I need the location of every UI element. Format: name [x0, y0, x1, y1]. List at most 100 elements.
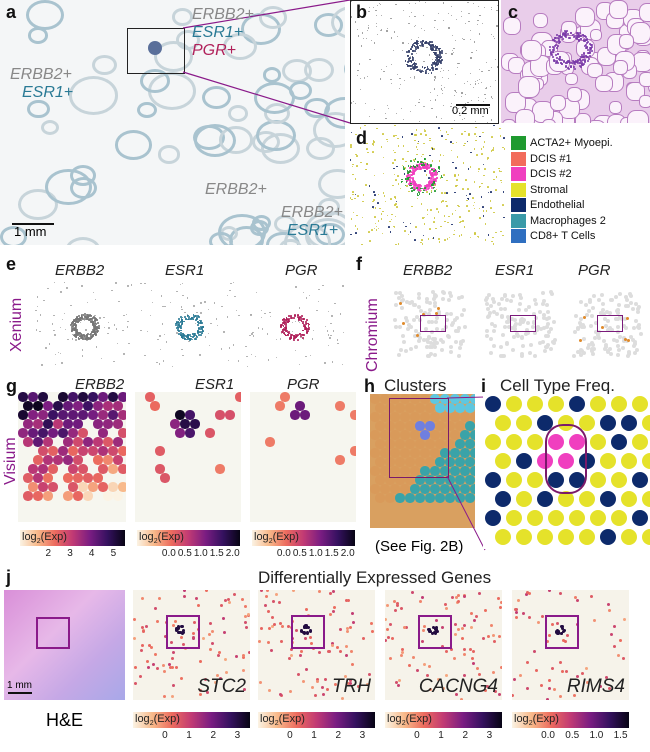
- spot: [623, 617, 627, 621]
- cell: [387, 27, 389, 29]
- spot: [441, 626, 445, 630]
- expressing-cell: [91, 334, 94, 337]
- stromal-cell: [352, 193, 354, 196]
- celltype-pie: [485, 510, 501, 526]
- cell: [330, 334, 332, 337]
- spot: [575, 598, 579, 602]
- duct-cell: [412, 68, 415, 71]
- chromium-cell: [601, 301, 606, 306]
- stromal-cell: [487, 186, 490, 189]
- stromal-cell: [466, 199, 468, 202]
- chromium-cell: [526, 321, 531, 326]
- spot: [222, 631, 226, 635]
- expressing-cell: [94, 320, 97, 323]
- cell: [163, 333, 166, 336]
- cell: [257, 327, 260, 329]
- cell: [476, 23, 478, 25]
- expressing-cell: [95, 318, 98, 321]
- chromium-cell: [586, 309, 591, 314]
- cell: [186, 297, 189, 299]
- spot: [228, 600, 232, 604]
- dcis-cell: [411, 183, 414, 186]
- expressing-cell: [77, 332, 80, 335]
- expressing-cell: [285, 325, 287, 328]
- duct-cell: [569, 64, 572, 67]
- region2-erbb2: ERBB2+: [205, 181, 267, 198]
- expressing-cell: [79, 333, 82, 336]
- cell: [125, 313, 128, 316]
- stromal-cell: [492, 171, 495, 174]
- stromal-cell: [453, 229, 456, 232]
- cell: [220, 348, 223, 350]
- expressing-cell: [75, 334, 77, 337]
- stromal-cell: [472, 204, 475, 207]
- chromium-cell: [611, 337, 616, 342]
- cell: [380, 69, 383, 71]
- chromium-cell: [519, 296, 524, 301]
- spot: [441, 644, 445, 648]
- cell: [194, 322, 197, 325]
- cell: [451, 50, 454, 52]
- expressing-cell: [71, 320, 74, 323]
- cell: [368, 116, 370, 118]
- visium-spot: [103, 491, 113, 501]
- roi-box: [418, 615, 452, 649]
- duct-cell: [582, 39, 585, 42]
- cell: [127, 320, 129, 323]
- hot-spot: [432, 625, 436, 629]
- stromal-cell: [366, 142, 368, 145]
- visium-spot: [103, 419, 113, 429]
- cell: [236, 309, 238, 311]
- visium-spot: [405, 403, 415, 413]
- visium-spot: [425, 403, 435, 413]
- gene-label: STC2: [197, 676, 246, 697]
- cell: [491, 34, 493, 36]
- spot: [244, 620, 248, 624]
- cell: [442, 104, 444, 106]
- celltype-pie: [600, 415, 616, 431]
- spot: [426, 674, 430, 678]
- stromal-cell: [433, 148, 435, 150]
- expressing-cell: [288, 314, 290, 317]
- cell: [358, 5, 360, 7]
- chromium-cell: [624, 297, 629, 302]
- stromal-cell: [499, 134, 502, 137]
- visium-spot: [455, 457, 465, 467]
- dcis-cell: [433, 183, 436, 186]
- stromal-cell: [426, 191, 429, 193]
- celltype-pie: [621, 491, 637, 507]
- cell: [457, 108, 459, 110]
- chromium-cell: [595, 332, 600, 337]
- spot: [325, 688, 329, 692]
- cell: [324, 362, 326, 364]
- spot: [320, 685, 324, 689]
- dcis-cell: [430, 184, 433, 187]
- visium-spot: [415, 457, 425, 467]
- expressing-cell: [186, 333, 189, 336]
- adipocyte: [589, 28, 603, 42]
- duct-cell: [408, 65, 411, 67]
- stromal-cell: [412, 159, 415, 161]
- dcis-cell: [431, 174, 434, 177]
- expressing-cell: [76, 330, 79, 333]
- stromal-cell: [350, 146, 353, 148]
- panel-label-e: e: [6, 254, 17, 274]
- colorbar-tick: 1: [311, 730, 317, 741]
- chromium-cell: [591, 342, 596, 347]
- stromal-cell: [396, 206, 398, 208]
- duct-cell: [560, 62, 563, 64]
- stromal-cell: [373, 227, 376, 230]
- chromium-cell: [544, 325, 549, 330]
- expressing-cell: [86, 316, 89, 319]
- endothelial-cell: [466, 140, 469, 143]
- colorbar-label: log2(Exp): [254, 531, 299, 546]
- cell: [453, 89, 455, 92]
- duct-cell: [574, 63, 577, 66]
- spot: [387, 636, 391, 640]
- duct-cell: [429, 46, 432, 48]
- visium-spot: [395, 493, 405, 503]
- visium-spot: [33, 401, 43, 411]
- duct-cell: [590, 50, 593, 53]
- expressing-cell: [196, 318, 198, 321]
- duct-cell: [549, 45, 552, 48]
